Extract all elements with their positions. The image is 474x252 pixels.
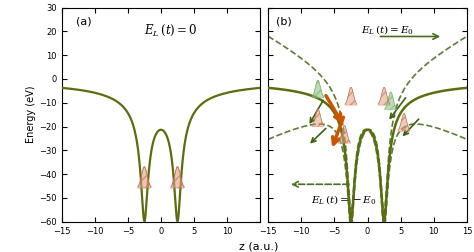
Text: $E_L\,(t)=-E_0$: $E_L\,(t)=-E_0$ <box>311 193 376 206</box>
Text: (b): (b) <box>276 16 292 26</box>
Text: $E_L\,(t)=E_0$: $E_L\,(t)=E_0$ <box>361 23 414 36</box>
Text: (a): (a) <box>75 16 91 26</box>
Text: z (a.u.): z (a.u.) <box>238 241 278 251</box>
Text: $E_L\,(t)=0$: $E_L\,(t)=0$ <box>144 23 198 38</box>
Y-axis label: Energy (eV): Energy (eV) <box>27 86 36 143</box>
